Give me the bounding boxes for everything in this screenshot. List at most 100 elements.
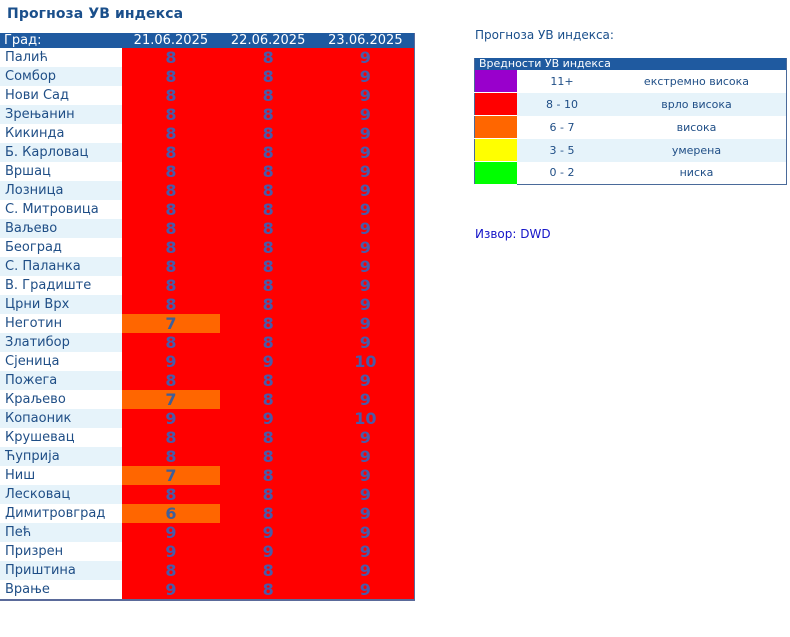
uv-value-day-3: 9 <box>316 124 415 143</box>
uv-value-day-3: 10 <box>316 409 415 428</box>
uv-value-day-2: 9 <box>219 523 317 542</box>
uv-value-day-1: 8 <box>122 295 220 314</box>
uv-value-day-2: 8 <box>219 219 317 238</box>
table-row: Златибор 8 8 9 <box>0 333 415 352</box>
uv-value-day-1: 8 <box>122 67 220 86</box>
header-date-3: 23.06.2025 <box>316 33 415 48</box>
uv-value-day-3: 9 <box>316 333 415 352</box>
city-name: Црни Врх <box>0 295 123 314</box>
uv-value-day-2: 8 <box>219 485 317 504</box>
legend-header: Вредности УВ индекса <box>474 58 787 70</box>
table-row: Крушевац 8 8 9 <box>0 428 415 447</box>
city-name: Пећ <box>0 523 123 542</box>
uv-value-day-3: 9 <box>316 371 415 390</box>
city-name: Лесковац <box>0 485 123 504</box>
uv-value-day-1: 9 <box>122 409 220 428</box>
uv-value-day-1: 8 <box>122 181 220 200</box>
uv-value-day-2: 8 <box>219 371 317 390</box>
uv-value-day-3: 9 <box>316 504 415 523</box>
legend-body: 11+ екстремно висока 8 - 10 врло висока 6 - … <box>474 70 787 185</box>
city-name: Пожега <box>0 371 123 390</box>
table-row: Пећ 9 9 9 <box>0 523 415 542</box>
city-name: Ћуприја <box>0 447 123 466</box>
table-row: Лесковац 8 8 9 <box>0 485 415 504</box>
table-row: Нови Сад 8 8 9 <box>0 86 415 105</box>
table-row: Приштина 8 8 9 <box>0 561 415 580</box>
uv-value-day-3: 9 <box>316 86 415 105</box>
city-name: В. Градиште <box>0 276 123 295</box>
source-label: Извор: DWD <box>475 227 551 241</box>
header-city: Град: <box>0 33 123 48</box>
city-name: Призрен <box>0 542 123 561</box>
uv-value-day-1: 8 <box>122 219 220 238</box>
table-row: Вршац 8 8 9 <box>0 162 415 181</box>
table-row: В. Градиште 8 8 9 <box>0 276 415 295</box>
uv-value-day-1: 8 <box>122 276 220 295</box>
table-row: Пожега 8 8 9 <box>0 371 415 390</box>
city-name: С. Митровица <box>0 200 123 219</box>
city-name: Сомбор <box>0 67 123 86</box>
table-row: Црни Врх 8 8 9 <box>0 295 415 314</box>
uv-value-day-1: 9 <box>122 523 220 542</box>
city-name: Београд <box>0 238 123 257</box>
city-name: Ваљево <box>0 219 123 238</box>
page-title: Прогноза УВ индекса <box>7 6 184 22</box>
uv-value-day-1: 8 <box>122 333 220 352</box>
table-row: Зрењанин 8 8 9 <box>0 105 415 124</box>
uv-value-day-1: 8 <box>122 257 220 276</box>
uv-value-day-2: 8 <box>219 143 317 162</box>
city-name: Палић <box>0 48 123 67</box>
uv-value-day-2: 8 <box>219 200 317 219</box>
uv-value-day-3: 9 <box>316 390 415 409</box>
uv-value-day-2: 8 <box>219 295 317 314</box>
header-date-1: 21.06.2025 <box>122 33 220 48</box>
header-date-2: 22.06.2025 <box>219 33 317 48</box>
city-name: С. Паланка <box>0 257 123 276</box>
city-name: Ниш <box>0 466 123 485</box>
legend-label: висока <box>607 115 787 139</box>
uv-value-day-1: 9 <box>122 352 220 371</box>
city-name: Сјеница <box>0 352 123 371</box>
uv-value-day-2: 8 <box>219 276 317 295</box>
table-row: Кикинда 8 8 9 <box>0 124 415 143</box>
uv-value-day-3: 9 <box>316 105 415 124</box>
legend-label: екстремно висока <box>607 70 787 93</box>
uv-value-day-3: 9 <box>316 314 415 333</box>
uv-value-day-3: 9 <box>316 523 415 542</box>
uv-value-day-2: 9 <box>219 409 317 428</box>
uv-legend-table: Вредности УВ индекса 11+ екстремно висока… <box>474 58 787 185</box>
uv-value-day-3: 9 <box>316 466 415 485</box>
legend-range: 0 - 2 <box>517 161 607 185</box>
table-row: С. Паланка 8 8 9 <box>0 257 415 276</box>
uv-value-day-2: 8 <box>219 48 317 67</box>
uv-value-day-3: 9 <box>316 447 415 466</box>
uv-value-day-2: 8 <box>219 333 317 352</box>
city-name: Златибор <box>0 333 123 352</box>
legend-row: 3 - 5 умерена <box>474 138 787 162</box>
table-row: Ниш 7 8 9 <box>0 466 415 485</box>
city-name: Кикинда <box>0 124 123 143</box>
city-name: Врање <box>0 580 123 600</box>
uv-value-day-2: 8 <box>219 257 317 276</box>
legend-range: 8 - 10 <box>517 92 607 116</box>
table-row: Палић 8 8 9 <box>0 48 415 67</box>
uv-value-day-3: 9 <box>316 257 415 276</box>
uv-value-day-1: 7 <box>122 390 220 409</box>
table-body: Палић 8 8 9 Сомбор 8 8 9 Нови Сад 8 8 9 Зрењанин 8 8 9 К… <box>0 48 415 600</box>
color-swatch <box>474 138 517 162</box>
uv-value-day-3: 9 <box>316 485 415 504</box>
table-row: Врање 9 8 9 <box>0 580 415 600</box>
table-row: Сомбор 8 8 9 <box>0 67 415 86</box>
uv-value-day-1: 8 <box>122 105 220 124</box>
uv-value-day-3: 9 <box>316 143 415 162</box>
city-name: Копаоник <box>0 409 123 428</box>
uv-value-day-3: 9 <box>316 162 415 181</box>
uv-value-day-3: 9 <box>316 48 415 67</box>
table-row: Краљево 7 8 9 <box>0 390 415 409</box>
uv-value-day-1: 8 <box>122 428 220 447</box>
table-row: Сјеница 9 9 10 <box>0 352 415 371</box>
city-name: Зрењанин <box>0 105 123 124</box>
uv-value-day-2: 8 <box>219 162 317 181</box>
uv-forecast-table: Град: 21.06.2025 22.06.2025 23.06.2025 П… <box>0 33 415 601</box>
uv-value-day-3: 9 <box>316 219 415 238</box>
